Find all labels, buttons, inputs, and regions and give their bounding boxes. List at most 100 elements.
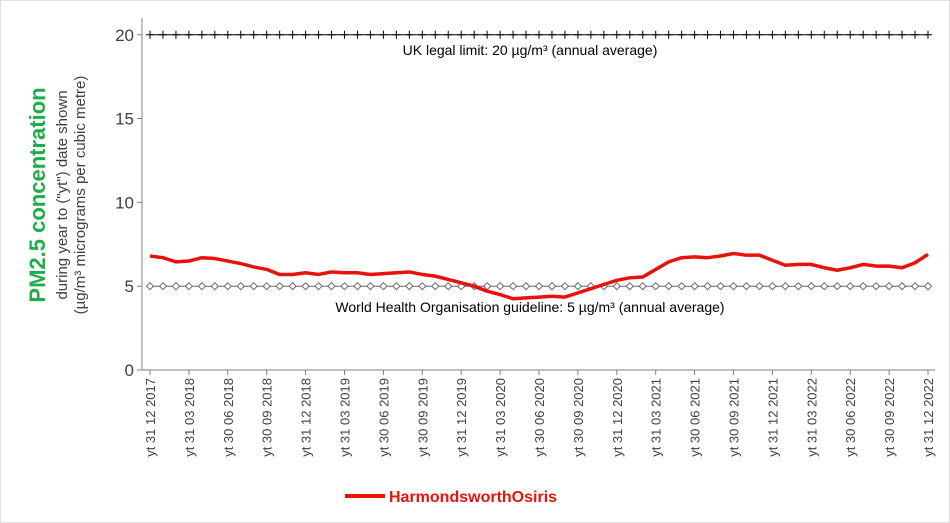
reference-marker: [664, 281, 673, 291]
reference-marker: [353, 281, 362, 291]
x-tick-label: yt 30 09 2020: [571, 378, 586, 457]
reference-marker: [431, 281, 440, 291]
reference-marker: [366, 30, 375, 39]
reference-marker: [923, 281, 933, 291]
reference-marker: [820, 30, 829, 39]
reference-marker: [508, 281, 518, 291]
y-sublabel: during year to ("yt") date shown: [54, 90, 71, 299]
reference-marker: [638, 30, 647, 39]
legend-label: HarmondsworthOsiris: [389, 489, 557, 506]
reference-marker: [664, 30, 673, 39]
reference-marker: [379, 30, 388, 39]
x-tick-label: yt 30 06 2019: [376, 378, 391, 457]
reference-marker: [288, 281, 297, 291]
reference-marker: [690, 281, 699, 291]
reference-marker: [327, 30, 336, 39]
reference-marker: [768, 30, 777, 39]
x-tick-label: yt 31 03 2018: [182, 378, 197, 457]
x-tick-label: yt 30 06 2020: [532, 378, 547, 457]
x-tick-label: yt 31 03 2019: [338, 378, 353, 457]
reference-marker: [651, 281, 660, 291]
reference-marker: [158, 30, 167, 39]
reference-marker: [729, 281, 738, 291]
reference-marker: [781, 281, 790, 291]
reference-marker: [262, 281, 271, 291]
reference-marker: [146, 30, 154, 39]
reference-marker: [534, 281, 544, 291]
reference-marker: [171, 30, 180, 39]
x-tick-label: yt 30 09 2021: [727, 378, 742, 457]
reference-marker: [612, 30, 621, 39]
reference-marker: [794, 30, 803, 39]
reference-marker: [223, 30, 232, 39]
x-tick-label: yt 31 03 2021: [649, 378, 664, 457]
reference-marker: [184, 30, 193, 39]
reference-marker: [872, 30, 881, 39]
reference-marker: [521, 281, 531, 291]
x-tick-label: yt 31 12 2019: [454, 378, 469, 457]
data-line: [149, 251, 929, 301]
reference-marker: [755, 30, 764, 39]
x-tick-label: yt 30 06 2018: [221, 378, 236, 457]
reference-marker: [924, 30, 932, 39]
x-tick-label: yt 30 09 2018: [260, 378, 275, 457]
reference-marker: [729, 30, 738, 39]
reference-marker: [340, 281, 349, 291]
reference-marker: [560, 281, 570, 291]
reference-marker: [651, 30, 660, 39]
reference-marker: [418, 281, 427, 291]
x-tick-label: yt 31 12 2020: [610, 378, 625, 457]
reference-marker: [483, 30, 492, 39]
x-tick-label: yt 31 03 2022: [804, 378, 819, 457]
reference-marker: [171, 281, 181, 291]
reference-marker: [145, 281, 155, 291]
reference-marker: [262, 30, 271, 39]
reference-marker: [742, 281, 751, 291]
reference-marker: [223, 281, 233, 291]
reference-marker: [392, 30, 401, 39]
reference-marker: [535, 30, 543, 39]
reference-marker: [703, 30, 712, 39]
reference-marker: [586, 30, 595, 39]
reference-marker: [768, 281, 777, 291]
reference-marker: [885, 30, 894, 39]
reference-marker: [275, 30, 284, 39]
x-tick-label: yt 30 09 2019: [415, 378, 430, 457]
reference-marker: [858, 281, 868, 291]
reference-marker: [275, 281, 284, 291]
reference-marker: [405, 281, 414, 291]
reference-marker: [158, 281, 168, 291]
reference-marker: [340, 30, 349, 39]
reference-label: UK legal limit: 20 µg/m³ (annual average…: [403, 42, 658, 58]
reference-marker: [249, 30, 258, 39]
reference-marker: [495, 281, 505, 291]
reference-marker: [807, 281, 816, 291]
reference-marker: [236, 30, 245, 39]
reference-marker: [677, 281, 686, 291]
y-tick-label: 10: [115, 193, 134, 212]
reference-marker: [833, 30, 842, 39]
reference-marker: [884, 281, 894, 291]
reference-marker: [807, 30, 816, 39]
y-tick-label: 0: [125, 361, 134, 380]
reference-marker: [431, 30, 440, 39]
reference-marker: [444, 281, 453, 291]
reference-marker: [820, 281, 829, 291]
reference-marker: [599, 30, 608, 39]
y-tick-label: 15: [115, 110, 134, 129]
reference-marker: [703, 281, 712, 291]
y-tick-label: 5: [125, 277, 134, 296]
reference-marker: [898, 30, 907, 39]
x-tick-label: yt 31 03 2020: [493, 378, 508, 457]
reference-marker: [911, 30, 920, 39]
reference-marker: [716, 281, 725, 291]
x-tick-label: yt 31 12 2022: [921, 378, 936, 457]
reference-marker: [910, 281, 920, 291]
reference-marker: [871, 281, 881, 291]
x-tick-label: yt 31 12 2021: [765, 378, 780, 457]
reference-marker: [210, 30, 219, 39]
reference-marker: [638, 281, 647, 291]
reference-marker: [845, 281, 855, 291]
